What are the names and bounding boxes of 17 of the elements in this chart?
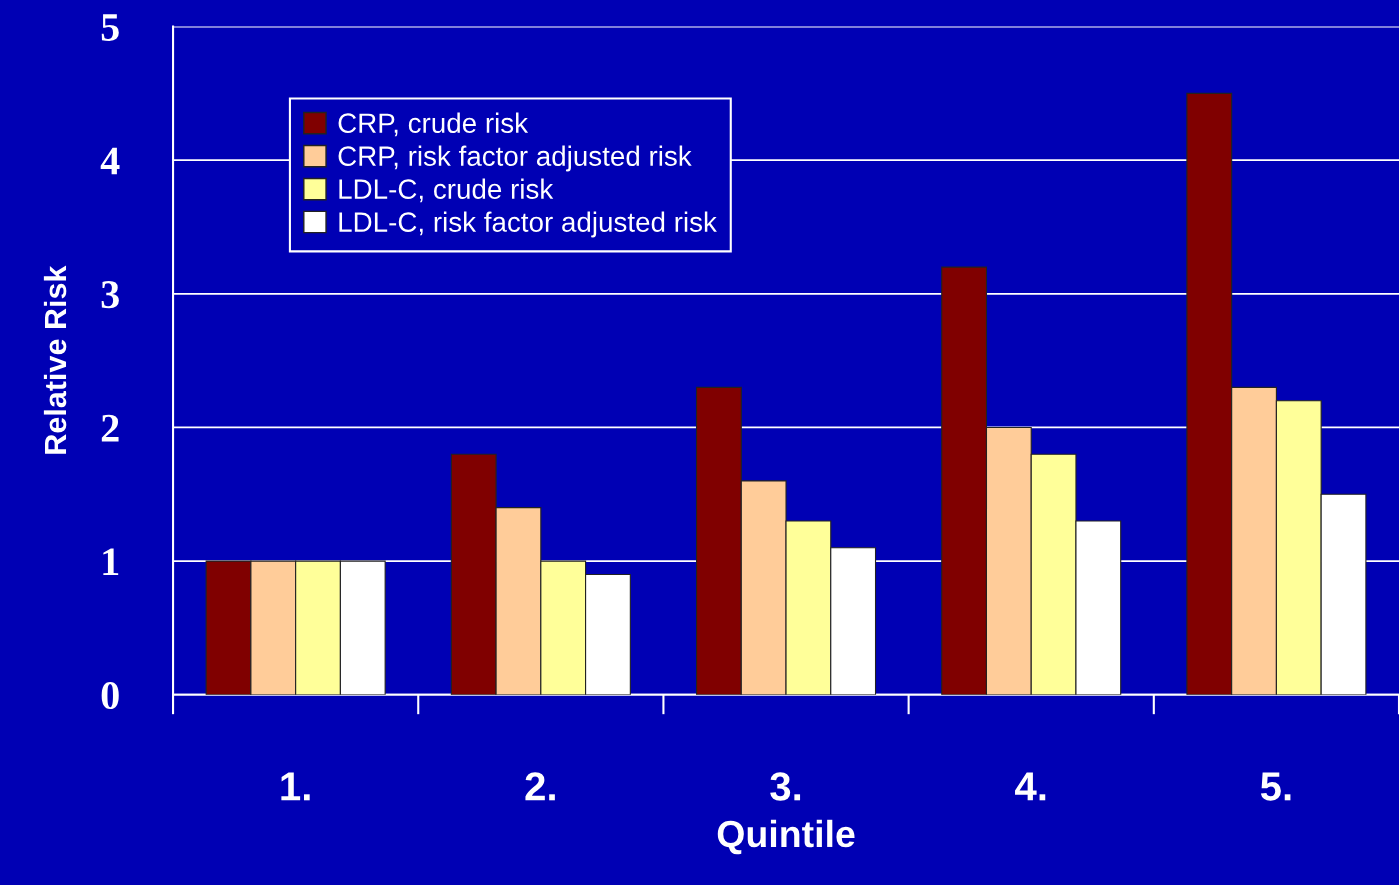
- y-tick-label: 0: [101, 681, 119, 710]
- y-tick-label: 1: [103, 548, 119, 576]
- x-tick-label: 5.: [1260, 772, 1291, 801]
- x-tick-label: 4.: [1015, 772, 1046, 801]
- y-tick-label: 3: [101, 281, 119, 309]
- y-tick-label: 5: [101, 14, 119, 41]
- legend-label: LDL-C, crude risk: [339, 178, 554, 203]
- y-tick-label: 4: [100, 147, 120, 175]
- y-axis-title: Relative Risk: [43, 265, 67, 454]
- x-tick-label: 3.: [770, 772, 801, 801]
- x-tick-label: 1.: [281, 772, 310, 801]
- legend-label: CRP, risk factor adjusted risk: [338, 145, 692, 172]
- legend-label: CRP, crude risk: [338, 112, 529, 137]
- y-tick-label: 2: [101, 414, 119, 442]
- x-axis-title: Quintile: [717, 819, 855, 855]
- x-tick-label: 2.: [525, 772, 555, 801]
- legend-label: LDL-C, risk factor adjusted risk: [339, 211, 717, 238]
